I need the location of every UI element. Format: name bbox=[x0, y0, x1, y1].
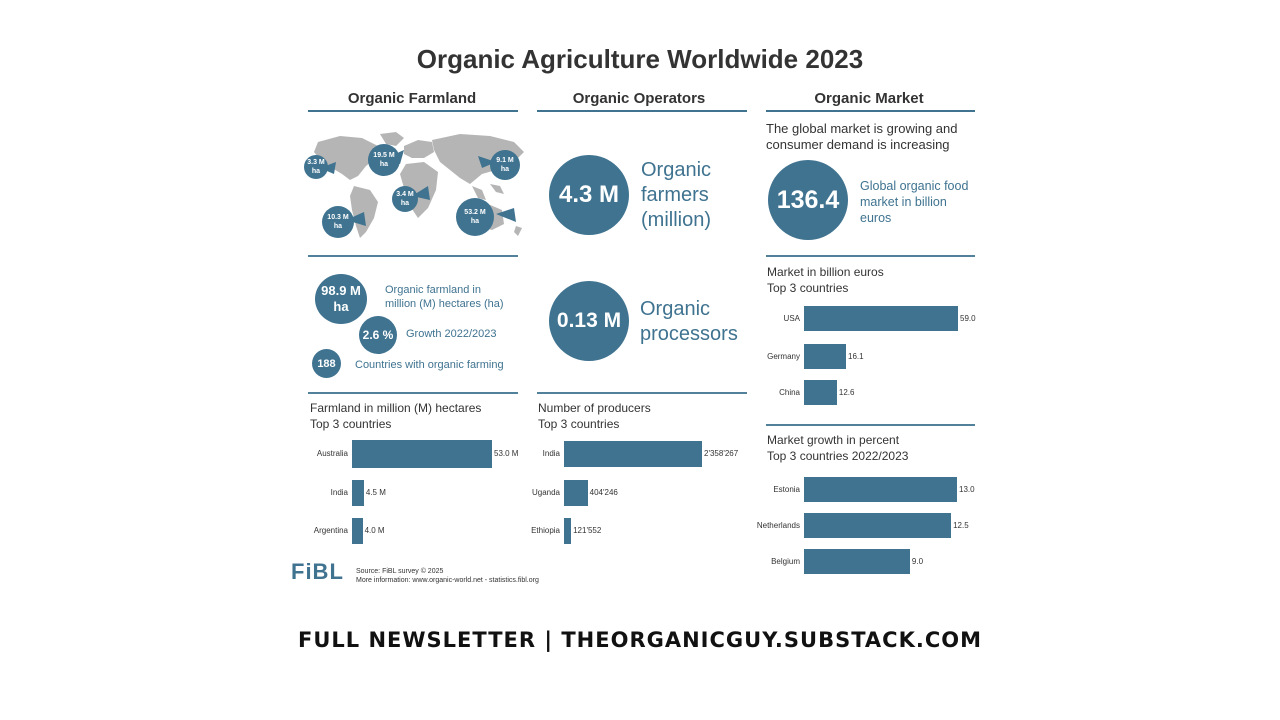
value-label: 404'246 bbox=[589, 488, 618, 497]
column-head-market: Organic Market bbox=[814, 90, 924, 107]
farmers-description: Organic farmers (million) bbox=[641, 159, 712, 231]
value-label: 16.1 bbox=[848, 351, 864, 361]
divider bbox=[308, 392, 518, 394]
category-label: Australia bbox=[316, 449, 348, 458]
category-label: Argentina bbox=[313, 526, 348, 535]
chart-farmland-bars: Australia 53.0 M India 4.5 M Argentina 4.0 M bbox=[258, 438, 528, 548]
bar bbox=[352, 518, 363, 544]
value-label: 53.0 M bbox=[494, 449, 519, 458]
category-label: India bbox=[542, 449, 560, 458]
source-note: Source: FiBL survey © 2025 More informati… bbox=[356, 568, 539, 584]
bar bbox=[564, 518, 572, 544]
value-label: 2'358'267 bbox=[704, 449, 739, 458]
fibl-logo: FiBL bbox=[291, 559, 344, 584]
newsletter-footer[interactable]: FULL NEWSLETTER | THEORGANICGUY.SUBSTACK… bbox=[298, 628, 982, 652]
category-label: Belgium bbox=[771, 556, 800, 566]
farmland-growth-description: Growth 2022/2023 bbox=[406, 328, 497, 340]
divider bbox=[537, 110, 747, 112]
value-label: 12.6 bbox=[838, 387, 855, 397]
page-title: Organic Agriculture Worldwide 2023 bbox=[416, 44, 864, 74]
bar bbox=[804, 549, 910, 574]
divider bbox=[308, 255, 518, 257]
divider bbox=[766, 255, 975, 257]
bar bbox=[804, 306, 958, 331]
countries-description: Countries with organic farming bbox=[355, 359, 504, 371]
value-label: 59.0 bbox=[960, 313, 976, 323]
category-label: Estonia bbox=[773, 484, 800, 494]
market-intro: The global market is growing and consume… bbox=[766, 121, 958, 152]
chart-title-farmland: Farmland in million (M) hectares Top 3 co… bbox=[310, 401, 482, 431]
chart-title-market-growth: Market growth in percent Top 3 countries … bbox=[767, 433, 909, 463]
chart-producers-bars: India 2'358'267 Uganda 404'246 Ethiopia 121'5… bbox=[470, 438, 750, 548]
column-head-operators: Organic Operators bbox=[572, 90, 706, 107]
value-label: 12.5 bbox=[953, 520, 969, 530]
bar bbox=[804, 513, 952, 538]
category-label: Germany bbox=[767, 351, 800, 361]
bar bbox=[804, 380, 837, 405]
divider bbox=[766, 110, 975, 112]
bar bbox=[804, 344, 847, 369]
market-total-circle: 136.4 bbox=[768, 160, 848, 240]
category-label: Uganda bbox=[531, 488, 560, 497]
value-label: 13.0 bbox=[959, 484, 975, 494]
chart-market-bars: USA 59.0 Germany 16.1 China 12.6 bbox=[710, 306, 980, 406]
value-label: 4.5 M bbox=[365, 488, 386, 497]
column-head-farmland: Organic Farmland bbox=[347, 90, 477, 107]
chart-title-producers: Number of producers Top 3 countries bbox=[538, 401, 651, 431]
bar bbox=[352, 480, 364, 506]
bar bbox=[804, 477, 957, 502]
bar bbox=[564, 480, 588, 506]
category-label: Ethiopia bbox=[531, 526, 560, 535]
market-total-description: Global organic food market in billion eu… bbox=[860, 179, 969, 225]
processors-circle: 0.13 M bbox=[549, 281, 629, 361]
bar bbox=[352, 440, 492, 468]
divider bbox=[537, 392, 747, 394]
category-label: India bbox=[330, 488, 348, 497]
chart-market-growth-bars: Estonia 13.0 Netherlands 12.5 Belgium 9.0 bbox=[710, 477, 980, 577]
category-label: China bbox=[779, 387, 800, 397]
chart-title-market: Market in billion euros Top 3 countries bbox=[767, 265, 884, 295]
farmland-hectares-description: Organic farmland in million (M) hectares… bbox=[385, 284, 504, 310]
category-label: Netherlands bbox=[756, 520, 800, 530]
category-label: USA bbox=[783, 313, 800, 323]
divider bbox=[766, 424, 975, 426]
value-label: 4.0 M bbox=[364, 526, 385, 535]
value-label: 9.0 bbox=[911, 556, 924, 566]
farmers-circle: 4.3 M bbox=[549, 155, 629, 235]
processors-description: Organic processors bbox=[640, 298, 738, 345]
value-label: 121'552 bbox=[573, 526, 602, 535]
bar bbox=[564, 441, 702, 467]
divider bbox=[308, 110, 518, 112]
countries-circle: 188 bbox=[312, 349, 341, 378]
farmland-growth-circle: 2.6 % bbox=[359, 316, 397, 354]
